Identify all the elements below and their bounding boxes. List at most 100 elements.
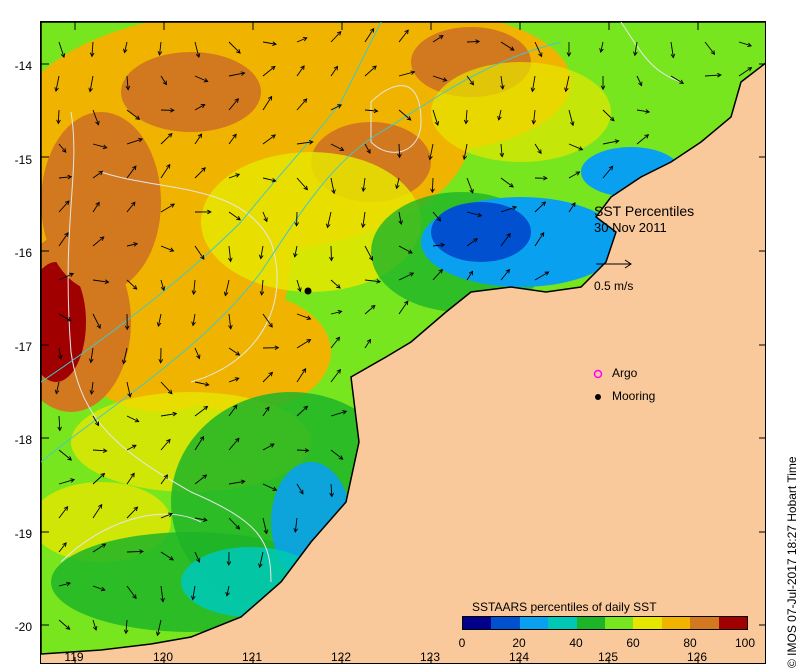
current-arrow bbox=[364, 305, 376, 315]
current-arrow bbox=[228, 133, 237, 145]
current-arrow-head bbox=[104, 279, 110, 284]
current-arrow bbox=[58, 449, 72, 461]
current-arrow-head bbox=[436, 216, 442, 222]
current-arrow bbox=[568, 109, 574, 126]
current-arrow bbox=[126, 279, 138, 290]
map-title: SST Percentiles bbox=[594, 203, 695, 219]
current-arrow-head bbox=[236, 49, 241, 54]
current-arrow-head bbox=[333, 65, 339, 71]
current-arrow-head bbox=[361, 187, 366, 193]
colorbar-label: 60 bbox=[626, 636, 640, 650]
current-arrow bbox=[89, 75, 94, 92]
current-arrow bbox=[296, 65, 305, 77]
current-arrow-head bbox=[124, 325, 130, 331]
current-arrow bbox=[533, 109, 536, 124]
current-arrow bbox=[294, 517, 298, 533]
current-arrow bbox=[670, 75, 684, 84]
current-arrow bbox=[296, 279, 301, 292]
current-arrow bbox=[194, 474, 207, 485]
current-arrow bbox=[296, 483, 304, 495]
current-arrow-head bbox=[98, 170, 104, 176]
current-arrow bbox=[500, 269, 510, 281]
current-arrow bbox=[432, 211, 441, 222]
current-arrow bbox=[157, 313, 162, 327]
y-tick-label: -15 bbox=[14, 153, 32, 167]
current-arrow-head bbox=[89, 358, 94, 364]
current-arrow bbox=[330, 483, 333, 497]
current-arrow-head bbox=[92, 625, 98, 631]
current-arrow-head bbox=[430, 188, 435, 194]
current-arrow-head bbox=[599, 48, 604, 54]
current-arrow bbox=[224, 279, 230, 296]
current-arrow-head bbox=[240, 479, 246, 485]
current-arrow bbox=[364, 245, 373, 261]
credit-text: © IMOS 07-Jul-2017 18:27 Hobart Time bbox=[785, 456, 799, 668]
current-arrow bbox=[429, 143, 434, 160]
sst-patch bbox=[201, 152, 421, 292]
current-arrow-head bbox=[268, 371, 274, 377]
current-arrow bbox=[160, 439, 171, 451]
current-arrow bbox=[194, 347, 200, 359]
current-arrow bbox=[330, 336, 340, 349]
current-arrow bbox=[92, 585, 105, 591]
current-arrow-head bbox=[395, 184, 400, 190]
current-arrow bbox=[330, 310, 342, 315]
current-arrow-head bbox=[160, 286, 166, 292]
current-arrow bbox=[194, 104, 205, 111]
current-arrow bbox=[738, 67, 752, 77]
colorbar-segment bbox=[519, 617, 549, 629]
current-arrow bbox=[228, 517, 240, 530]
current-arrow bbox=[364, 28, 375, 43]
current-arrow-head bbox=[609, 116, 615, 122]
current-arrow bbox=[126, 243, 138, 247]
current-arrow bbox=[704, 41, 715, 55]
current-arrow bbox=[194, 517, 207, 521]
current-arrow bbox=[92, 473, 105, 485]
current-arrow bbox=[192, 313, 196, 326]
current-arrow-head bbox=[339, 146, 345, 151]
current-arrow-head bbox=[228, 324, 233, 330]
current-arrow-head bbox=[293, 528, 298, 533]
current-arrow-head bbox=[57, 426, 62, 432]
current-arrow bbox=[636, 75, 643, 86]
current-arrow-head bbox=[509, 183, 514, 188]
current-arrow-head bbox=[268, 323, 273, 328]
sst-map bbox=[41, 22, 765, 663]
current-arrow bbox=[58, 232, 69, 247]
current-arrow-head bbox=[202, 517, 208, 522]
current-arrow-head bbox=[564, 87, 569, 93]
current-arrow-head bbox=[58, 354, 63, 360]
current-arrow bbox=[431, 177, 434, 193]
colorbar-label: 40 bbox=[569, 636, 583, 650]
isobath bbox=[41, 22, 382, 383]
current-arrow-head bbox=[166, 163, 171, 169]
current-arrow bbox=[194, 436, 204, 451]
current-arrow bbox=[398, 272, 414, 281]
current-arrow bbox=[296, 141, 313, 145]
current-arrow-head bbox=[60, 53, 66, 59]
current-arrow bbox=[296, 37, 307, 43]
current-arrow bbox=[296, 313, 311, 320]
current-arrow bbox=[364, 339, 371, 349]
current-arrow-head bbox=[102, 448, 108, 454]
current-arrow bbox=[330, 66, 338, 77]
current-arrow bbox=[228, 313, 232, 329]
current-arrow-head bbox=[204, 381, 210, 387]
current-arrow bbox=[126, 585, 137, 599]
current-arrow bbox=[330, 369, 341, 383]
current-arrow-head bbox=[369, 27, 375, 33]
current-arrow-head bbox=[65, 625, 71, 630]
current-arrow-head bbox=[123, 629, 129, 635]
current-arrow bbox=[634, 41, 638, 56]
current-arrow-head bbox=[132, 165, 137, 171]
current-arrow-head bbox=[306, 315, 312, 320]
current-arrow-head bbox=[226, 561, 232, 566]
current-arrow-head bbox=[329, 492, 334, 498]
current-arrow bbox=[262, 443, 275, 451]
current-arrow-head bbox=[608, 165, 614, 171]
current-arrow bbox=[534, 143, 542, 154]
current-arrow-head bbox=[398, 220, 403, 226]
current-arrow bbox=[670, 41, 674, 58]
current-arrow bbox=[466, 177, 474, 194]
current-arrow bbox=[738, 41, 752, 47]
